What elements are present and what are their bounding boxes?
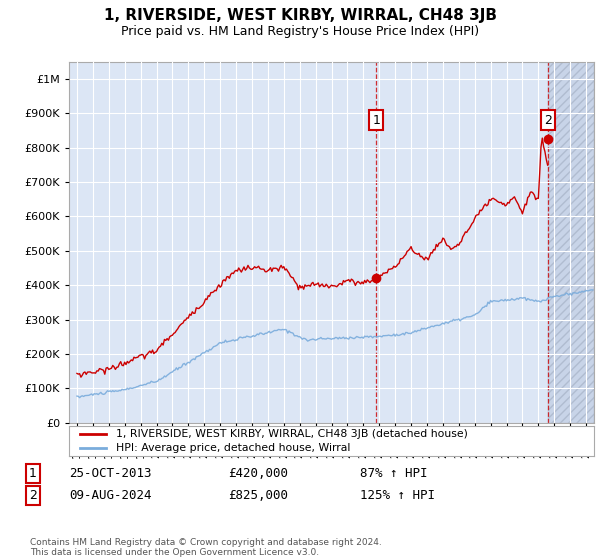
Text: 1: 1 (373, 114, 380, 127)
Text: 87% ↑ HPI: 87% ↑ HPI (360, 466, 427, 480)
Text: Price paid vs. HM Land Registry's House Price Index (HPI): Price paid vs. HM Land Registry's House … (121, 25, 479, 38)
Text: 09-AUG-2024: 09-AUG-2024 (69, 489, 151, 502)
Text: 1: 1 (29, 466, 37, 480)
Text: £825,000: £825,000 (228, 489, 288, 502)
Text: 1, RIVERSIDE, WEST KIRBY, WIRRAL, CH48 3JB (detached house): 1, RIVERSIDE, WEST KIRBY, WIRRAL, CH48 3… (116, 429, 468, 439)
Text: 2: 2 (29, 489, 37, 502)
Bar (548, 62, 594, 423)
Text: 1, RIVERSIDE, WEST KIRBY, WIRRAL, CH48 3JB: 1, RIVERSIDE, WEST KIRBY, WIRRAL, CH48 3… (104, 8, 497, 24)
Bar (548, 62, 594, 423)
Text: 2: 2 (544, 114, 552, 127)
Text: £420,000: £420,000 (228, 466, 288, 480)
Text: 125% ↑ HPI: 125% ↑ HPI (360, 489, 435, 502)
Text: Contains HM Land Registry data © Crown copyright and database right 2024.
This d: Contains HM Land Registry data © Crown c… (30, 538, 382, 557)
Text: HPI: Average price, detached house, Wirral: HPI: Average price, detached house, Wirr… (116, 443, 350, 453)
Text: 25-OCT-2013: 25-OCT-2013 (69, 466, 151, 480)
